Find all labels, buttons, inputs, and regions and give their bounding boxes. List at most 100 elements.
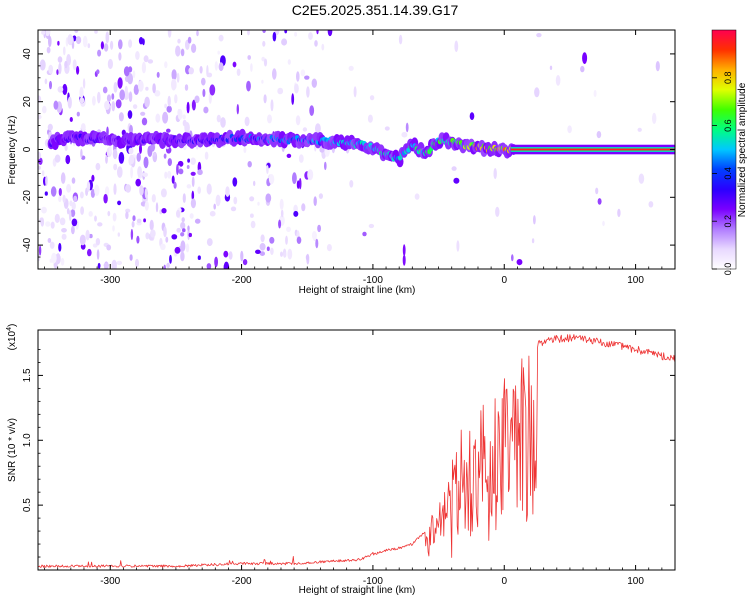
spectrogram-noise-cell <box>648 201 654 208</box>
spectrogram-noise-cell <box>321 43 325 51</box>
spectrogram-noise-cell <box>161 208 167 214</box>
spectrogram-noise-cell <box>206 183 212 195</box>
spectrogram-noise-cell <box>125 211 129 220</box>
spectrogram-noise-cell <box>187 225 190 231</box>
spectrogram-noise-cell <box>301 203 306 212</box>
spectrogram-noise-cell <box>57 40 60 46</box>
spectrogram-noise-cell <box>456 240 460 252</box>
spectrogram-noise-cell <box>48 35 52 48</box>
spectrogram-noise-cell <box>154 90 161 97</box>
y-tick-label: 0 <box>22 146 33 152</box>
spectrogram-noise-cell <box>495 206 500 217</box>
snr-scale-base: (x10 <box>7 330 18 350</box>
spectrogram-noise-cell <box>117 232 121 237</box>
colorbar-tick-label: 0.4 <box>723 167 733 180</box>
spectrogram-noise-cell <box>249 196 255 202</box>
spectrogram-noise-cell <box>105 31 110 44</box>
spectrogram-noise-cell <box>190 198 196 209</box>
spectrogram-noise-cell <box>141 61 146 74</box>
spectrogram-noise-cell <box>80 191 84 199</box>
spectrogram-noise-cell <box>48 64 54 74</box>
spectrogram-noise-cell <box>176 227 181 233</box>
spectrogram-noise-cell <box>97 49 102 57</box>
colorbar-label: Normalized spectral amplitude <box>737 82 748 217</box>
spectrogram-noise-cell <box>163 264 166 269</box>
spectrogram-noise-cell <box>286 153 292 158</box>
spectrogram-noise-cell <box>259 251 265 256</box>
spectrogram-noise-cell <box>129 254 133 261</box>
spectrogram-noise-cell <box>293 210 299 217</box>
colorbar-tick-label: 0.6 <box>723 119 733 132</box>
spectrogram-noise-cell <box>384 126 390 131</box>
spectrogram-x-label: Height of straight line (km) <box>299 285 416 296</box>
spectrogram-noise-cell <box>64 60 68 69</box>
spectrogram-noise-cell <box>281 38 288 46</box>
spectrogram-noise-cell <box>160 243 166 250</box>
spectrogram-noise-cell <box>76 111 80 117</box>
spectrogram-noise-cell <box>197 169 203 176</box>
spectrogram-noise-cell <box>181 217 185 223</box>
y-tick-label: 1.5 <box>22 368 33 382</box>
spectrogram-noise-cell <box>59 217 66 226</box>
spectrogram-noise-cell <box>255 249 261 254</box>
spectrogram-noise-cell <box>596 131 602 139</box>
spectrogram-noise-cell <box>186 101 190 114</box>
spectrogram-noise-cell <box>638 173 645 184</box>
spectrogram-noise-cell <box>104 100 110 110</box>
spectrogram-noise-cell <box>38 165 41 170</box>
spectrogram-noise-cell <box>257 201 260 206</box>
spectrogram-noise-cell <box>549 65 553 71</box>
spectrogram-noise-cell <box>136 152 141 162</box>
spectrogram-noise-cell <box>177 38 181 44</box>
spectrogram-noise-cell <box>155 202 159 213</box>
spectrogram-noise-cell <box>531 238 535 244</box>
spectrogram-noise-cell <box>85 229 90 241</box>
spectrogram-noise-cell <box>253 180 256 187</box>
spectrogram-noise-cell <box>308 32 313 40</box>
spectrogram-noise-cell <box>296 71 300 82</box>
spectrogram-noise-cell <box>270 247 274 255</box>
spectrogram-noise-cell <box>97 222 103 227</box>
spectrogram-noise-cell <box>265 193 272 203</box>
spectrogram-noise-cell <box>143 156 149 169</box>
spectrogram-noise-cell <box>171 78 177 91</box>
spectrogram-noise-cell <box>94 215 97 222</box>
spectrogram-noise-cell <box>163 226 167 238</box>
spectrogram-noise-cell <box>149 219 154 231</box>
spectrogram-noise-cell <box>317 224 321 233</box>
snr-series-line <box>38 334 675 568</box>
colorbar-ticks: 0.0 0.2 0.4 0.6 0.8 <box>712 72 733 275</box>
spectrogram-noise-cell <box>272 31 277 42</box>
spectrogram-noise-cell <box>49 258 54 263</box>
spectrogram-noise-cell <box>166 262 170 268</box>
spectrogram-noise-cell <box>44 191 48 196</box>
spectrogram-noise-cell <box>143 218 147 223</box>
spectrogram-noise-cell <box>194 95 200 104</box>
spectrogram-noise-cell <box>402 244 406 257</box>
spectrogram-noise-cell <box>516 259 523 266</box>
colorbar: 0.0 0.2 0.4 0.6 0.8 Normalized spectral ampl… <box>711 29 748 275</box>
spectrogram-noise-cell <box>45 221 51 227</box>
spectrogram-noise-cell <box>189 213 194 219</box>
spectrogram-noise-cell <box>79 234 86 246</box>
spectrogram-noise-cell <box>247 55 251 60</box>
spectrogram-noise-cell <box>145 232 150 240</box>
spectrogram-noise-cell <box>73 195 78 202</box>
spectrogram-noise-cell <box>304 75 310 80</box>
spectrogram-noise-cell <box>184 84 189 91</box>
spectrogram-noise-cell <box>112 225 115 232</box>
spectrogram-noise-cell <box>104 186 110 197</box>
spectrogram-noise-cell <box>145 86 149 91</box>
spectrogram-noise-cell <box>454 40 459 53</box>
spectrogram-noise-cell <box>315 123 321 134</box>
spectrogram-noise-cell <box>187 36 192 44</box>
spectrogram-noise-cell <box>50 186 57 197</box>
spectrogram-noise-cell <box>298 154 304 163</box>
spectrogram-noise-cell <box>191 43 197 53</box>
spectrogram-noise-cell <box>261 56 266 62</box>
spectrogram-noise-cell <box>218 62 224 72</box>
spectrogram-noise-cell <box>284 30 288 34</box>
spectrogram-noise-cell <box>50 221 55 229</box>
spectrogram-noise-cell <box>164 171 168 179</box>
spectrogram-noise-cell <box>177 108 181 117</box>
